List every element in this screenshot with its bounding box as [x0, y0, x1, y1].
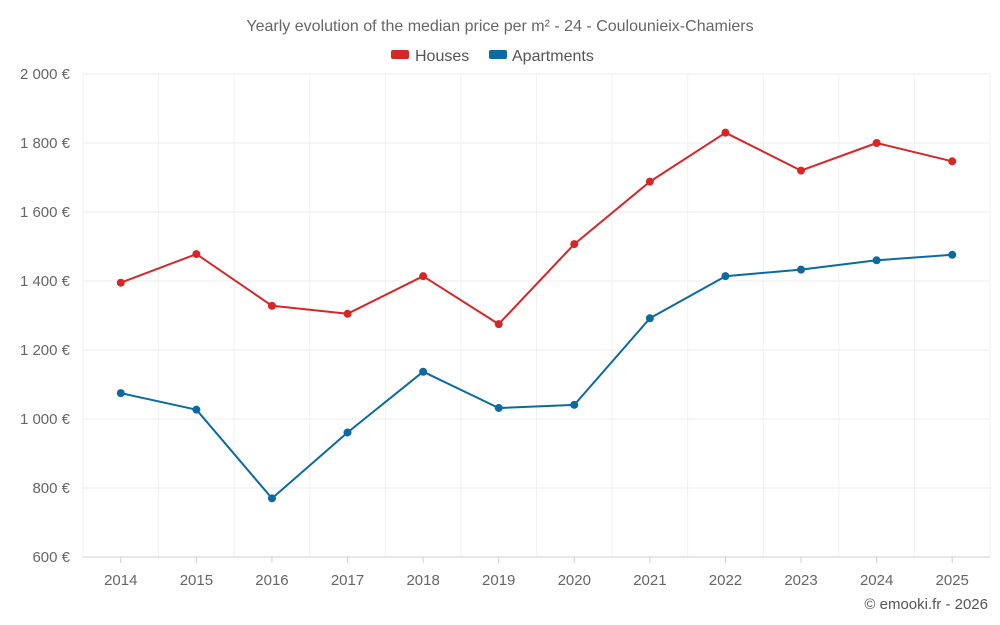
x-tick-label: 2015 [180, 572, 213, 589]
data-point-houses[interactable] [116, 278, 125, 287]
data-point-apartments[interactable] [343, 428, 352, 437]
x-tick-label: 2024 [860, 572, 893, 589]
x-tick-label: 2017 [331, 572, 364, 589]
data-point-houses[interactable] [872, 139, 881, 147]
x-tick-label: 2023 [784, 572, 817, 589]
data-point-houses[interactable] [267, 301, 276, 310]
y-tick-label: 800 € [32, 480, 70, 497]
y-tick-label: 1 800 € [20, 135, 71, 152]
series-line-houses [120, 131, 953, 326]
legend-swatch-apartments [489, 50, 507, 59]
x-tick-label: 2020 [558, 572, 591, 589]
data-point-apartments[interactable] [721, 272, 730, 281]
grid [82, 73, 991, 557]
x-tick-label: 2025 [936, 572, 969, 589]
y-tick-label: 1 400 € [20, 273, 71, 290]
legend: Houses Apartments [391, 48, 594, 65]
data-point-apartments[interactable] [872, 256, 881, 265]
data-point-houses[interactable] [721, 128, 730, 137]
x-tick-label: 2014 [104, 572, 137, 589]
data-point-apartments[interactable] [192, 405, 201, 414]
series-layer [116, 128, 957, 503]
chart-title: Yearly evolution of the median price per… [246, 18, 753, 35]
credit-text: © emooki.fr - 2026 [864, 596, 988, 613]
data-point-apartments[interactable] [645, 314, 654, 323]
x-tick-label: 2016 [255, 572, 288, 589]
data-point-apartments[interactable] [494, 403, 503, 412]
data-point-houses[interactable] [419, 272, 428, 281]
data-point-houses[interactable] [570, 240, 579, 249]
x-tick-label: 2021 [633, 572, 666, 589]
data-point-apartments[interactable] [570, 400, 579, 409]
data-point-apartments[interactable] [419, 367, 428, 376]
y-tick-label: 1 200 € [20, 342, 71, 359]
y-tick-label: 1 600 € [20, 204, 71, 221]
data-point-houses[interactable] [192, 250, 201, 259]
legend-label-apartments[interactable]: Apartments [512, 48, 594, 65]
axes: 600 € 800 € 1 000 € 1 200 € 1 400 € 1 600 € 1 … [20, 66, 990, 589]
data-point-houses[interactable] [797, 166, 806, 175]
y-tick-label: 1 000 € [20, 411, 71, 428]
data-point-apartments[interactable] [267, 494, 276, 503]
legend-label-houses[interactable]: Houses [415, 48, 469, 65]
data-point-apartments[interactable] [797, 265, 806, 274]
y-tick-label: 600 € [32, 549, 70, 566]
data-point-houses[interactable] [645, 177, 654, 186]
data-point-houses[interactable] [343, 309, 352, 318]
x-tick-label: 2019 [482, 572, 515, 589]
data-point-apartments[interactable] [116, 389, 125, 398]
y-tick-label: 2 000 € [20, 66, 71, 83]
x-tick-label: 2018 [406, 572, 439, 589]
data-point-houses[interactable] [494, 320, 503, 329]
x-tick-label: 2022 [709, 572, 742, 589]
legend-swatch-houses [391, 50, 409, 59]
data-point-houses[interactable] [948, 157, 957, 166]
data-point-apartments[interactable] [948, 250, 957, 259]
series-line-apartments [120, 253, 953, 500]
